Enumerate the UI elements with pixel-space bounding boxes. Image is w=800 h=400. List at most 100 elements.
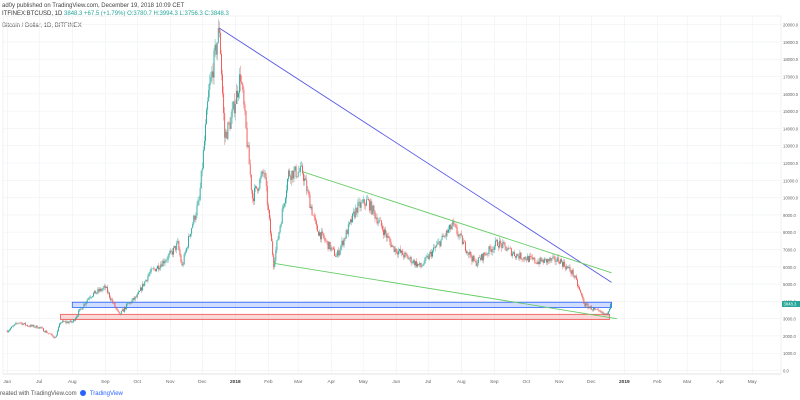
- candle-body: [401, 250, 403, 253]
- candle-body: [140, 287, 141, 291]
- chart-title: Bitcoin / Dollar, 1D, BITFINEX: [2, 23, 82, 29]
- candle-body: [134, 296, 136, 300]
- candle-body: [94, 290, 96, 294]
- price-tick-label: 11000.0: [783, 178, 798, 183]
- candle-body: [459, 233, 461, 236]
- candle-body: [84, 303, 86, 305]
- candle-body: [563, 261, 565, 267]
- candle-body: [121, 309, 123, 311]
- candle-body: [190, 233, 192, 237]
- candle-body: [24, 322, 26, 326]
- candle-body: [170, 250, 172, 252]
- candle-body: [356, 207, 358, 213]
- candle-body: [421, 265, 423, 267]
- candle-body: [226, 131, 228, 139]
- candle-body: [156, 268, 157, 272]
- candle-body: [311, 206, 313, 216]
- candle-body: [570, 271, 572, 274]
- candle-body: [453, 221, 455, 225]
- time-tick-label: Dec: [587, 379, 596, 385]
- candle-body: [490, 248, 492, 253]
- candle-body: [203, 140, 205, 151]
- candle-body: [261, 171, 263, 176]
- candle-body: [461, 235, 463, 245]
- candle-body: [288, 170, 290, 180]
- candle-body: [32, 325, 34, 327]
- price-tick-label: 20000.0: [783, 23, 799, 28]
- candle-body: [69, 320, 71, 323]
- candle-body: [407, 255, 409, 260]
- candle-body: [585, 303, 587, 307]
- candle-body: [330, 247, 332, 251]
- candle-body: [6, 330, 8, 333]
- candle-body: [500, 240, 502, 244]
- tradingview-brand[interactable]: TradingView: [89, 391, 123, 397]
- candle-body: [66, 321, 68, 323]
- candle-body: [302, 165, 303, 174]
- candle-body: [98, 289, 100, 292]
- candle-body: [253, 198, 254, 202]
- candle-body: [136, 294, 138, 298]
- candle-body: [332, 247, 334, 249]
- candle-body: [87, 298, 89, 300]
- candle-body: [523, 256, 525, 260]
- candle-body: [147, 275, 149, 281]
- candle-body: [341, 240, 343, 247]
- time-tick-label: May: [748, 379, 758, 385]
- candle-body: [282, 206, 284, 209]
- candle-body: [364, 204, 366, 206]
- candle-body: [172, 251, 173, 255]
- candle-body: [286, 190, 287, 199]
- candle-body: [329, 242, 331, 251]
- candle-body: [582, 295, 584, 299]
- candle-body: [208, 90, 210, 102]
- candle-body: [243, 89, 245, 105]
- candle-body: [510, 248, 512, 256]
- candle-body: [130, 302, 132, 304]
- candle-body: [564, 261, 566, 267]
- candle-body: [403, 255, 405, 258]
- candle-body: [68, 322, 70, 324]
- candle-body: [154, 269, 156, 272]
- candle-body: [451, 226, 453, 230]
- candle-body: [409, 257, 411, 259]
- candle-body: [488, 246, 490, 254]
- price-tick-label: 13000.0: [783, 144, 799, 149]
- candle-body: [39, 326, 41, 328]
- candle-body: [157, 265, 158, 269]
- candle-body: [295, 166, 297, 178]
- candle-body: [78, 310, 80, 316]
- open-value: O:3780.7: [127, 11, 152, 17]
- candle-body: [229, 122, 231, 129]
- candle-body: [313, 215, 315, 218]
- candle-body: [377, 221, 379, 224]
- candle-body: [462, 241, 464, 245]
- candle-body: [566, 266, 568, 270]
- candle-body: [581, 292, 583, 296]
- candle-body: [21, 322, 23, 325]
- candle-body: [524, 256, 526, 260]
- candle-body: [354, 211, 356, 218]
- candle-body: [315, 220, 317, 226]
- candle-body: [194, 215, 196, 220]
- candle-body: [61, 322, 63, 323]
- candle-body: [530, 256, 531, 257]
- candle-body: [440, 239, 442, 247]
- candle-body: [481, 254, 482, 260]
- candle-body: [584, 303, 586, 307]
- candle-body: [378, 220, 380, 222]
- candle-body: [568, 266, 570, 268]
- time-tick-label: 2019: [619, 379, 630, 385]
- candle-body: [77, 315, 79, 317]
- candle-body: [234, 104, 236, 114]
- candle-body: [111, 299, 113, 301]
- candle-body: [114, 302, 116, 307]
- candle-body: [504, 242, 506, 247]
- candle-body: [174, 245, 176, 248]
- candle-body: [115, 306, 117, 309]
- candle-body: [227, 122, 229, 139]
- candle-body: [43, 328, 44, 332]
- candle-body: [278, 232, 280, 239]
- candle-body: [502, 241, 504, 249]
